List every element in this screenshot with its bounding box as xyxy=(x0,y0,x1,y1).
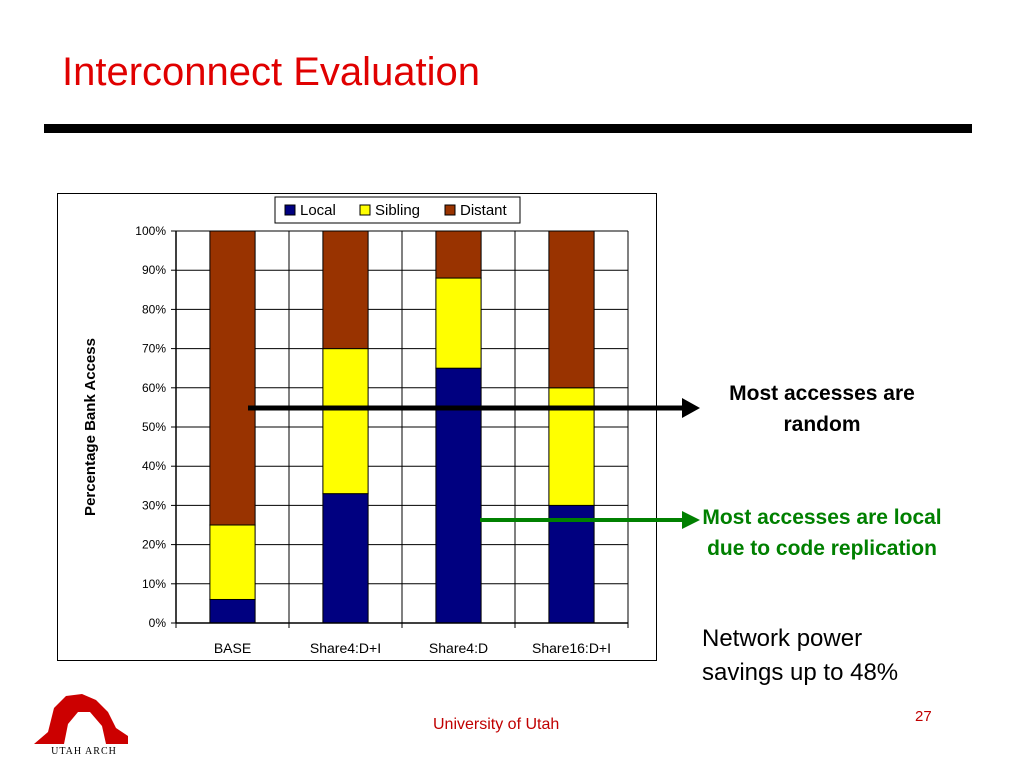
power-note-line2: savings up to 48% xyxy=(702,659,899,686)
callout-local: Most accesses are local due to code repl… xyxy=(702,506,942,560)
bar-distant xyxy=(209,230,256,526)
y-tick-label: 60% xyxy=(142,381,166,395)
page-number: 27 xyxy=(915,708,932,725)
bar-sibling xyxy=(322,348,369,495)
x-tick-label: BASE xyxy=(214,640,251,656)
legend-box xyxy=(274,196,521,224)
bar-distant xyxy=(435,230,482,279)
legend-label-local: Local xyxy=(300,202,336,219)
x-tick-label: Share16:D+I xyxy=(532,640,611,656)
y-tick-label: 80% xyxy=(142,302,166,316)
y-tick-label: 50% xyxy=(142,420,166,434)
y-tick-label: 70% xyxy=(142,342,166,356)
bar-distant xyxy=(322,230,369,350)
local-arrow-head xyxy=(682,511,700,529)
bar-local xyxy=(435,367,482,624)
legend-swatch-sibling xyxy=(359,204,371,216)
stacked-bar-chart: 0% 10% 20% 30% 40% 50% 60% 70% 80% 90% 100% BASE Sha… xyxy=(82,196,629,656)
legend-swatch-distant xyxy=(444,204,456,216)
y-tick-label: 100% xyxy=(135,224,166,238)
y-tick-label: 0% xyxy=(149,616,167,630)
random-arrow-head xyxy=(682,398,700,418)
title-divider xyxy=(44,124,972,133)
x-tick-label: Share4:D xyxy=(429,640,488,656)
utah-arch-logo: UTAH ARCH xyxy=(34,694,128,756)
bar-sibling xyxy=(435,277,482,369)
y-tick-label: 40% xyxy=(142,459,166,473)
x-tick-label: Share4:D+I xyxy=(310,640,381,656)
logo-text: UTAH ARCH xyxy=(51,746,117,756)
bar-distant xyxy=(548,230,595,389)
chart-frame: 0% 10% 20% 30% 40% 50% 60% 70% 80% 90% 100% BASE Sha… xyxy=(57,193,657,661)
y-tick-label: 90% xyxy=(142,263,166,277)
slide-title: Interconnect Evaluation xyxy=(62,50,481,94)
legend-label-distant: Distant xyxy=(460,202,508,219)
y-tick-label: 20% xyxy=(142,538,166,552)
y-axis-label: Percentage Bank Access xyxy=(82,338,99,516)
legend-label-sibling: Sibling xyxy=(375,202,420,219)
y-tick-label: 10% xyxy=(142,577,166,591)
y-tick-label: 30% xyxy=(142,498,166,512)
callout-random: Most accesses are random xyxy=(729,382,915,436)
power-savings-note: Network power savings up to 48% xyxy=(702,622,898,690)
legend-swatch-local xyxy=(284,204,296,216)
arch-logo-icon xyxy=(34,694,128,744)
footer-university: University of Utah xyxy=(433,716,560,733)
power-note-line1: Network power xyxy=(702,625,863,652)
bar-local xyxy=(322,493,369,624)
